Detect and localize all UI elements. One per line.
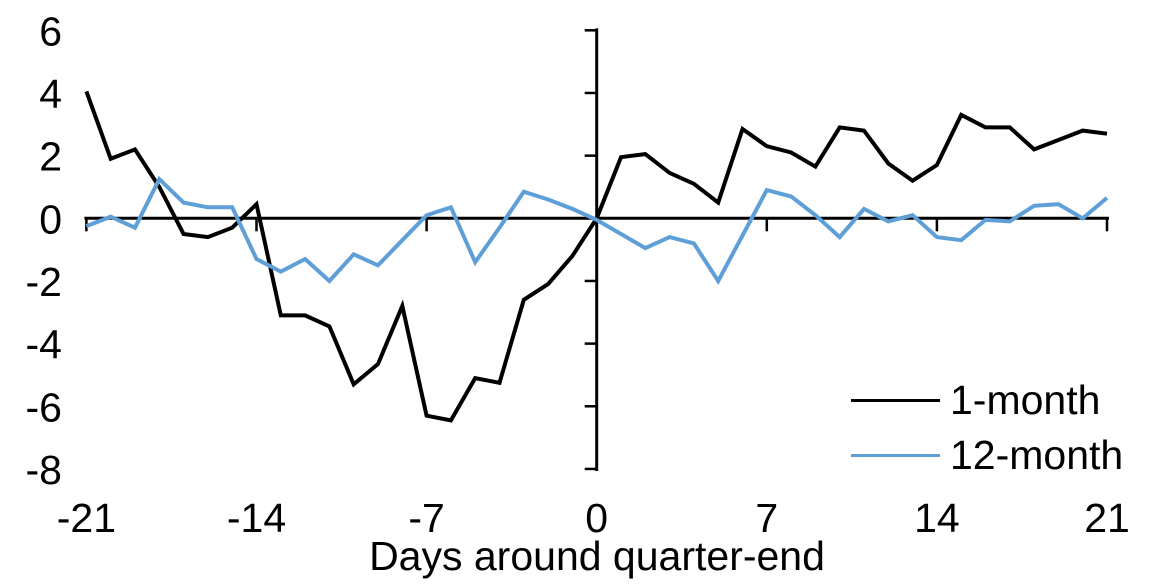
y-tick-label: -4 <box>26 322 62 368</box>
series-line-12-month <box>85 175 1109 285</box>
x-tick-label: -21 <box>57 495 116 541</box>
y-tick-label: 0 <box>39 196 62 242</box>
x-tick-label: -7 <box>408 495 444 541</box>
y-tick-label: -8 <box>26 447 62 493</box>
legend-line-sample-black <box>851 398 940 402</box>
y-tick-label: 2 <box>39 134 62 180</box>
legend-line-sample-blue <box>851 453 940 457</box>
legend-item-12-month: 12-month <box>851 433 1123 477</box>
x-tick-label: 14 <box>914 495 960 541</box>
y-tick-label: -6 <box>26 384 62 430</box>
legend-label: 12-month <box>950 432 1124 478</box>
legend-label: 1-month <box>950 377 1101 423</box>
x-tick-label: 7 <box>755 495 778 541</box>
x-tick-label: 0 <box>585 495 608 541</box>
y-tick-label: 4 <box>39 71 62 117</box>
y-tick-label: -2 <box>26 259 62 305</box>
legend: 1-month 12-month <box>851 378 1123 477</box>
y-tick-label: 6 <box>39 8 62 54</box>
x-tick-label: -14 <box>227 495 286 541</box>
legend-item-1-month: 1-month <box>851 378 1123 422</box>
x-axis-title: Days around quarter-end <box>369 533 825 579</box>
x-tick-label: 21 <box>1084 495 1130 541</box>
